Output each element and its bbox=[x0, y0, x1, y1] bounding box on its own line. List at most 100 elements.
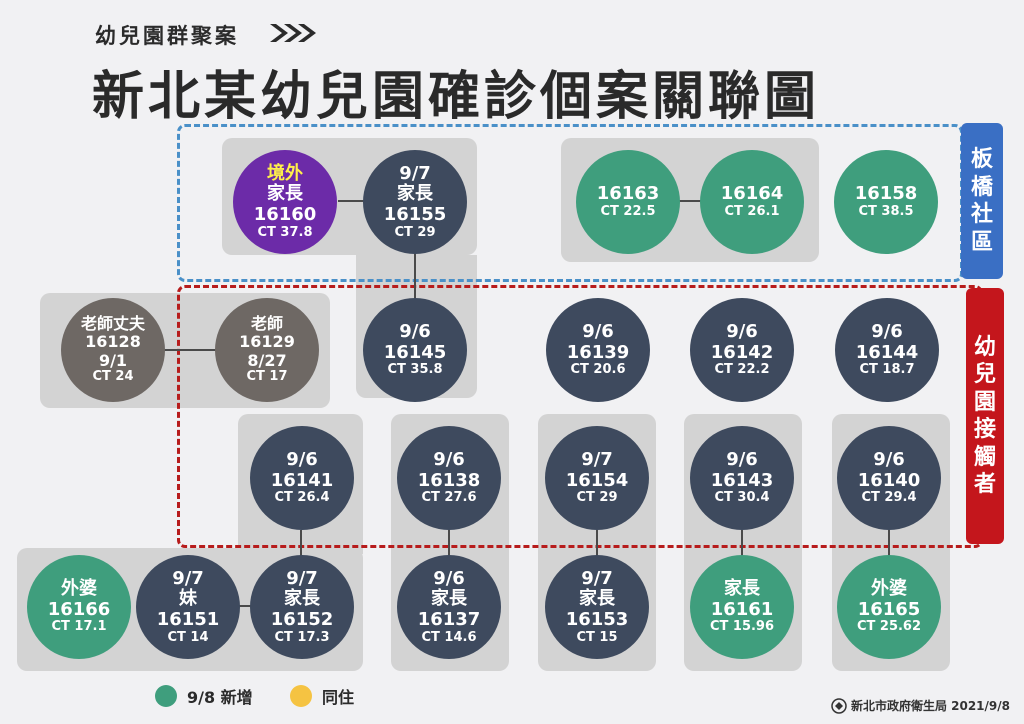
case-role: 家長 bbox=[397, 183, 433, 205]
case-ct: CT 37.8 bbox=[257, 224, 313, 240]
case-16141-node: 9/6 16141 CT 26.4 bbox=[250, 426, 354, 530]
health-bureau-logo-icon bbox=[831, 697, 847, 714]
case-date: 9/1 bbox=[98, 350, 128, 370]
green-dot-icon bbox=[155, 685, 177, 707]
case-ct: CT 17 bbox=[246, 369, 288, 385]
case-date: 8/27 bbox=[247, 350, 287, 370]
case-ct: CT 35.8 bbox=[387, 362, 443, 378]
case-id: 16141 bbox=[270, 469, 334, 491]
case-16158-node: 16158 CT 38.5 bbox=[834, 150, 938, 254]
case-16161-node: 家長 16161 CT 15.96 bbox=[690, 555, 794, 659]
case-role: 家長 bbox=[724, 577, 760, 599]
case-id: 16164 bbox=[720, 183, 784, 205]
case-id: 16166 bbox=[47, 598, 111, 620]
kindergarten-contacts-tag-text: 幼兒園接觸者 bbox=[974, 334, 997, 498]
case-id: 16145 bbox=[383, 341, 447, 363]
case-ct: CT 38.5 bbox=[858, 203, 914, 219]
case-id: 16163 bbox=[596, 183, 660, 205]
double-arrow-icon bbox=[270, 24, 316, 42]
legend-cohabit: 同住 bbox=[290, 684, 354, 708]
link-16160-16155 bbox=[338, 200, 368, 202]
case-role: 家長 bbox=[431, 588, 467, 610]
case-ct: CT 26.4 bbox=[274, 490, 330, 506]
case-role: 外婆 bbox=[871, 577, 907, 599]
case-date: 9/7 bbox=[286, 567, 318, 589]
link-16128-16129 bbox=[163, 349, 221, 351]
case-role: 家長 bbox=[579, 588, 615, 610]
case-16145-node: 9/6 16145 CT 35.8 bbox=[363, 298, 467, 402]
case-id: 16152 bbox=[270, 608, 334, 630]
case-ct: CT 24 bbox=[92, 369, 134, 385]
case-ct: CT 29 bbox=[394, 224, 436, 240]
case-role: 家長 bbox=[284, 588, 320, 610]
source-text: 新北市政府衛生局 2021/9/8 bbox=[850, 699, 1010, 713]
case-role: 外婆 bbox=[61, 577, 97, 599]
link-16143-16161 bbox=[741, 530, 743, 560]
case-16128-node: 老師丈夫 16128 9/1 CT 24 bbox=[61, 298, 165, 402]
case-16139-node: 9/6 16139 CT 20.6 bbox=[546, 298, 650, 402]
legend-cohabit-label: 同住 bbox=[322, 688, 355, 707]
link-16155-16145 bbox=[414, 250, 416, 300]
case-ct: CT 20.6 bbox=[570, 362, 626, 378]
banqiao-community-tag: 板橋社區 bbox=[961, 123, 1003, 279]
subtitle: 幼兒園群聚案 bbox=[95, 24, 239, 48]
case-date: 9/6 bbox=[286, 448, 318, 470]
case-ct: CT 25.62 bbox=[856, 619, 922, 635]
case-ct: CT 27.6 bbox=[421, 490, 477, 506]
source-credit: 新北市政府衛生局 2021/9/8 bbox=[831, 697, 1010, 714]
case-date: 9/6 bbox=[433, 448, 465, 470]
case-date: 9/7 bbox=[581, 448, 613, 470]
link-16163-16164 bbox=[679, 200, 705, 202]
case-16165-node: 外婆 16165 CT 25.62 bbox=[837, 555, 941, 659]
case-id: 16140 bbox=[857, 469, 921, 491]
case-16151-node: 9/7 妹 16151 CT 14 bbox=[136, 555, 240, 659]
case-role: 家長 bbox=[267, 183, 303, 205]
case-ct: CT 29.4 bbox=[861, 490, 917, 506]
case-id: 16160 bbox=[253, 203, 317, 225]
case-id: 16161 bbox=[710, 598, 774, 620]
case-ct: CT 18.7 bbox=[859, 362, 915, 378]
case-id: 16151 bbox=[156, 608, 220, 630]
case-16138-node: 9/6 16138 CT 27.6 bbox=[397, 426, 501, 530]
case-ct: CT 17.1 bbox=[51, 619, 107, 635]
case-role: 老師 bbox=[250, 313, 283, 333]
link-16138-16137 bbox=[448, 530, 450, 560]
case-16153-node: 9/7 家長 16153 CT 15 bbox=[545, 555, 649, 659]
case-ct: CT 22.2 bbox=[714, 362, 770, 378]
case-date: 9/6 bbox=[871, 320, 903, 342]
case-date: 9/6 bbox=[433, 567, 465, 589]
link-16154-16153 bbox=[596, 530, 598, 560]
case-ct: CT 26.1 bbox=[724, 203, 780, 219]
case-id: 16138 bbox=[417, 469, 481, 491]
case-id: 16137 bbox=[417, 608, 481, 630]
kindergarten-contacts-tag: 幼兒園接觸者 bbox=[966, 288, 1004, 544]
case-ct: CT 17.3 bbox=[274, 629, 330, 645]
case-id: 16154 bbox=[565, 469, 629, 491]
case-16164-node: 16164 CT 26.1 bbox=[700, 150, 804, 254]
case-16154-node: 9/7 16154 CT 29 bbox=[545, 426, 649, 530]
case-16163-node: 16163 CT 22.5 bbox=[576, 150, 680, 254]
case-id: 16155 bbox=[383, 203, 447, 225]
case-date: 9/7 bbox=[581, 567, 613, 589]
case-id: 16139 bbox=[566, 341, 630, 363]
case-16142-node: 9/6 16142 CT 22.2 bbox=[690, 298, 794, 402]
case-ct: CT 14 bbox=[167, 629, 209, 645]
banqiao-community-tag-text: 板橋社區 bbox=[971, 147, 994, 255]
case-16155-node: 9/7 家長 16155 CT 29 bbox=[363, 150, 467, 254]
overseas-label: 境外 bbox=[267, 162, 303, 184]
case-id: 16144 bbox=[855, 341, 919, 363]
case-date: 9/7 bbox=[399, 162, 431, 184]
legend-new-cases: 9/8 新增 bbox=[155, 684, 253, 708]
case-id: 16129 bbox=[239, 332, 295, 352]
case-id: 16128 bbox=[85, 332, 141, 352]
case-ct: CT 15 bbox=[576, 629, 618, 645]
yellow-dot-icon bbox=[290, 685, 312, 707]
case-date: 9/7 bbox=[172, 567, 204, 589]
link-16141-16152 bbox=[300, 530, 302, 560]
case-id: 16158 bbox=[854, 183, 918, 205]
case-16137-node: 9/6 家長 16137 CT 14.6 bbox=[397, 555, 501, 659]
case-ct: CT 22.5 bbox=[600, 203, 656, 219]
legend-new-label: 9/8 新增 bbox=[187, 688, 253, 707]
case-16143-node: 9/6 16143 CT 30.4 bbox=[690, 426, 794, 530]
case-date: 9/6 bbox=[726, 448, 758, 470]
